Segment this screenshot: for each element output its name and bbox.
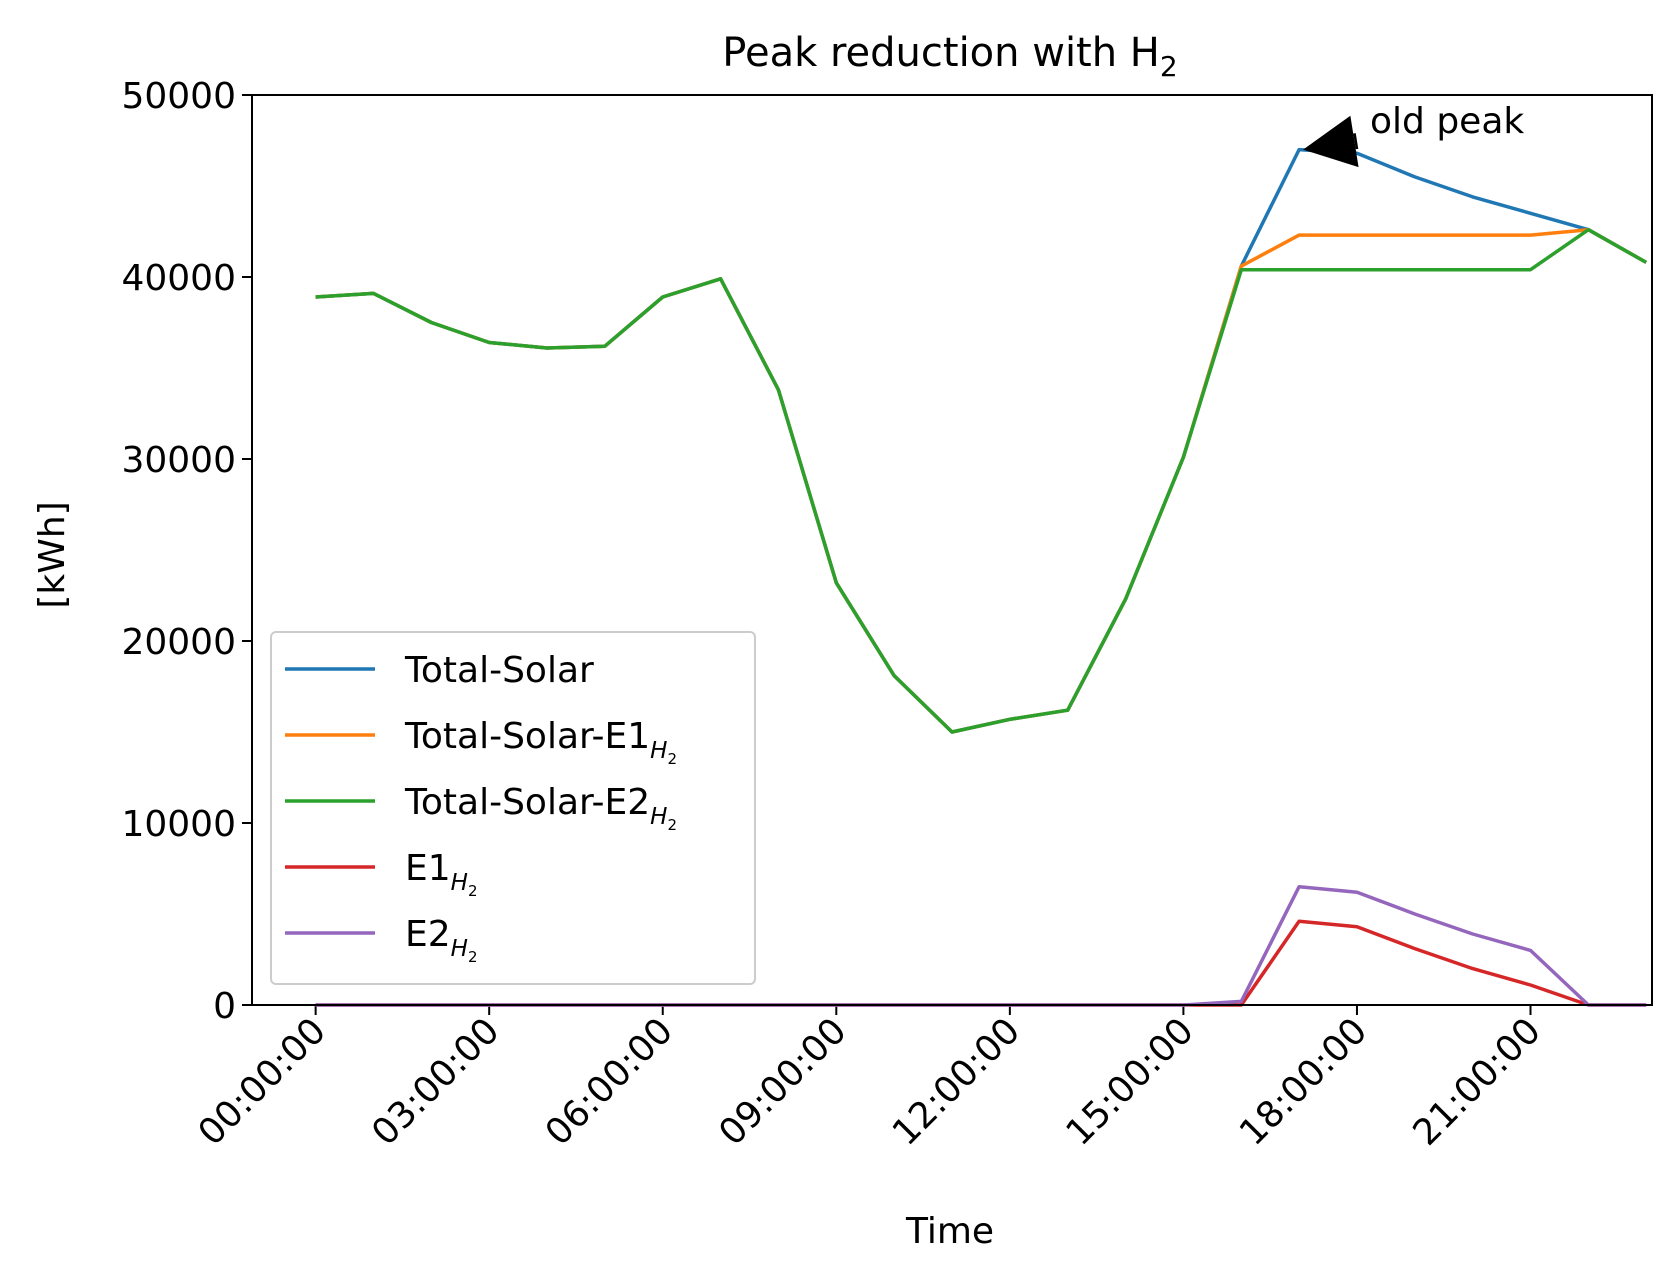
y-tick-label: 50000 (121, 76, 236, 117)
plot-frame (251, 94, 1653, 1006)
y-tick-label: 30000 (121, 440, 236, 481)
legend-label: Total-Solar (404, 650, 594, 691)
legend-box (270, 631, 756, 985)
y-tick-label: 20000 (121, 622, 236, 663)
x-axis-label: Time (905, 1211, 994, 1252)
series-line-total-solar-e2-h2 (315, 227, 1648, 734)
y-axis-label: [kWh] (32, 501, 73, 608)
chart-title: Peak reduction with H2 (722, 30, 1177, 83)
y-tick-label: 10000 (121, 804, 236, 845)
chart-title-text: Peak reduction with H (722, 30, 1160, 76)
chart-title-subscript: 2 (1160, 50, 1178, 83)
legend-label: E1H2 (405, 848, 478, 900)
legend-label: Total-Solar-E2H2 (404, 782, 677, 834)
legend: Total-Solar Total-Solar-E1H2 Total-Solar-E… (270, 631, 756, 985)
annotation-text: old peak (1370, 101, 1524, 142)
legend-label: Total-Solar-E1H2 (404, 716, 677, 768)
y-tick-label: 40000 (121, 258, 236, 299)
legend-label: E2H2 (405, 914, 478, 966)
annotation-old-peak: old peak (1303, 101, 1524, 168)
annotation-arrow-head (1303, 115, 1359, 168)
y-tick-label: 0 (213, 986, 236, 1027)
